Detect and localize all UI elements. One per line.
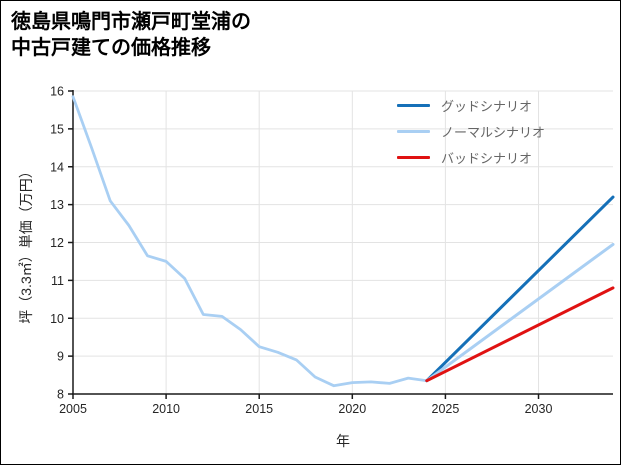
chart-title: 徳島県鳴門市瀬戸町堂浦の 中古戸建ての価格推移 (11, 9, 251, 61)
x-tick-label: 2005 (59, 402, 87, 416)
normal-scenario-line-swatch (397, 129, 430, 133)
chart-title-line2: 中古戸建ての価格推移 (11, 37, 211, 59)
x-tick-label: 2015 (245, 402, 273, 416)
legend-item-bad-scenario: バッドシナリオ (397, 144, 545, 170)
y-tick-label: 10 (50, 312, 64, 326)
legend-item-good-scenario: グッドシナリオ (397, 92, 545, 118)
x-tick-label: 2020 (338, 402, 366, 416)
series-line (425, 195, 615, 383)
normal-scenario-label: ノーマルシナリオ (441, 124, 546, 140)
x-tick-label: 2025 (432, 402, 460, 416)
y-tick-label: 14 (50, 160, 64, 174)
series-line (425, 242, 615, 383)
y-tick-label: 16 (50, 85, 64, 99)
y-tick-label: 15 (50, 122, 64, 136)
chart-title-line1: 徳島県鳴門市瀬戸町堂浦の (11, 11, 251, 33)
legend-item-normal-scenario: ノーマルシナリオ (397, 118, 545, 144)
y-tick-label: 12 (50, 236, 64, 250)
y-tick-label: 11 (51, 274, 64, 288)
legend: グッドシナリオ ノーマルシナリオ バッドシナリオ (397, 92, 545, 170)
x-tick-label: 2030 (525, 402, 553, 416)
series-line (425, 286, 615, 383)
x-axis-label: 年 (336, 433, 350, 449)
y-axis-label: 坪（3.3㎡）単価（万円） (18, 164, 34, 324)
y-tick-label: 8 (57, 388, 64, 402)
good-scenario-line-swatch (397, 103, 430, 107)
good-scenario-label: グッドシナリオ (441, 98, 533, 114)
bad-scenario-line-swatch (397, 155, 430, 159)
y-tick-label: 9 (57, 350, 64, 364)
x-tick-label: 2010 (152, 402, 180, 416)
bad-scenario-label: バッドシナリオ (441, 150, 533, 166)
series-line (71, 95, 429, 388)
y-tick-label: 13 (50, 198, 64, 212)
